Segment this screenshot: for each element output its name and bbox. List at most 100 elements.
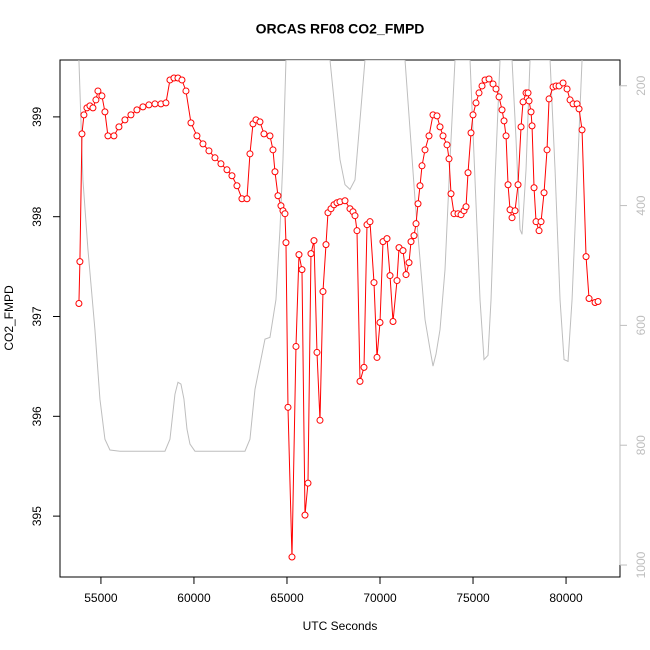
- data-point: [425, 132, 433, 140]
- data-point: [351, 212, 359, 220]
- data-point: [271, 168, 279, 176]
- y-axis-title: CO2_FMPD: [2, 285, 16, 351]
- data-point: [94, 87, 102, 95]
- data-point: [288, 553, 296, 561]
- data-point: [274, 192, 282, 200]
- data-point: [313, 348, 321, 356]
- x-tick-label: 60000: [177, 591, 211, 605]
- data-point: [393, 277, 401, 285]
- data-point: [485, 75, 493, 83]
- data-point: [266, 132, 274, 140]
- series-line: [78, 77, 599, 558]
- y-tick-label: 396: [30, 406, 44, 426]
- data-point: [439, 132, 447, 140]
- data-point: [376, 318, 384, 326]
- data-point: [478, 82, 486, 90]
- data-point: [316, 416, 324, 424]
- chart-title: ORCAS RF08 CO2_FMPD: [256, 21, 425, 37]
- data-point: [517, 123, 525, 131]
- x-tick-label: 80000: [549, 591, 583, 605]
- data-point: [502, 132, 510, 140]
- data-point: [298, 266, 306, 274]
- data-point: [575, 105, 583, 113]
- data-point: [511, 207, 519, 215]
- data-point: [353, 227, 361, 235]
- data-point: [89, 104, 97, 112]
- data-point: [110, 132, 118, 140]
- data-point: [469, 111, 477, 119]
- data-point: [370, 279, 378, 287]
- data-point: [199, 140, 207, 148]
- data-point: [540, 189, 548, 197]
- data-point: [205, 147, 213, 155]
- data-point: [319, 288, 327, 296]
- data-point: [443, 141, 451, 149]
- y-tick-label: 397: [30, 306, 44, 326]
- data-point: [223, 166, 231, 174]
- data-point: [243, 195, 251, 203]
- data-point: [410, 232, 418, 240]
- data-point: [585, 295, 593, 303]
- data-point: [260, 130, 268, 138]
- data-point: [386, 272, 394, 280]
- x-tick-label: 75000: [456, 591, 490, 605]
- data-point: [341, 197, 349, 205]
- data-point: [524, 89, 532, 97]
- data-point: [75, 300, 83, 308]
- data-point: [182, 87, 190, 95]
- data-point: [366, 218, 374, 226]
- data-point: [115, 123, 123, 131]
- data-point: [495, 93, 503, 101]
- data-point: [98, 92, 106, 100]
- y2-tick-label: 1000: [634, 551, 648, 578]
- data-point: [121, 116, 129, 124]
- data-point: [492, 85, 500, 93]
- data-point: [500, 117, 508, 125]
- data-point: [414, 200, 422, 208]
- data-point: [383, 235, 391, 243]
- data-point: [356, 377, 364, 385]
- y2-tick-label: 200: [634, 75, 648, 95]
- data-point: [228, 172, 236, 180]
- data-point: [76, 258, 84, 266]
- data-point: [578, 126, 586, 134]
- data-point: [519, 98, 527, 106]
- data-point: [281, 210, 289, 218]
- data-point: [402, 271, 410, 279]
- y2-tick-label: 600: [634, 315, 648, 335]
- data-point: [78, 130, 86, 138]
- data-point: [421, 146, 429, 154]
- data-point: [418, 162, 426, 170]
- data-point: [373, 353, 381, 361]
- data-point: [445, 155, 453, 163]
- data-point: [145, 101, 153, 109]
- x-axis-title: UTC Seconds: [303, 619, 378, 633]
- data-point: [127, 111, 135, 119]
- y-tick-label: 398: [30, 206, 44, 226]
- data-point: [535, 227, 543, 235]
- data-point: [537, 218, 545, 226]
- data-point: [187, 119, 195, 127]
- data-point: [211, 154, 219, 162]
- series-line: [78, 60, 583, 452]
- data-point: [462, 203, 470, 211]
- data-point: [514, 181, 522, 189]
- data-point: [594, 298, 602, 306]
- data-point: [310, 237, 318, 245]
- data-point: [292, 342, 300, 350]
- data-point: [322, 241, 330, 249]
- data-point: [447, 190, 455, 198]
- data-point: [217, 160, 225, 168]
- data-point: [104, 132, 112, 140]
- data-point: [246, 150, 254, 158]
- plot-frame: [59, 59, 621, 578]
- data-point: [464, 169, 472, 177]
- y-tick-label: 399: [30, 107, 44, 127]
- data-point: [504, 181, 512, 189]
- data-point: [101, 108, 109, 116]
- data-point: [233, 182, 241, 190]
- y-tick-label: 395: [30, 506, 44, 526]
- data-point: [193, 132, 201, 140]
